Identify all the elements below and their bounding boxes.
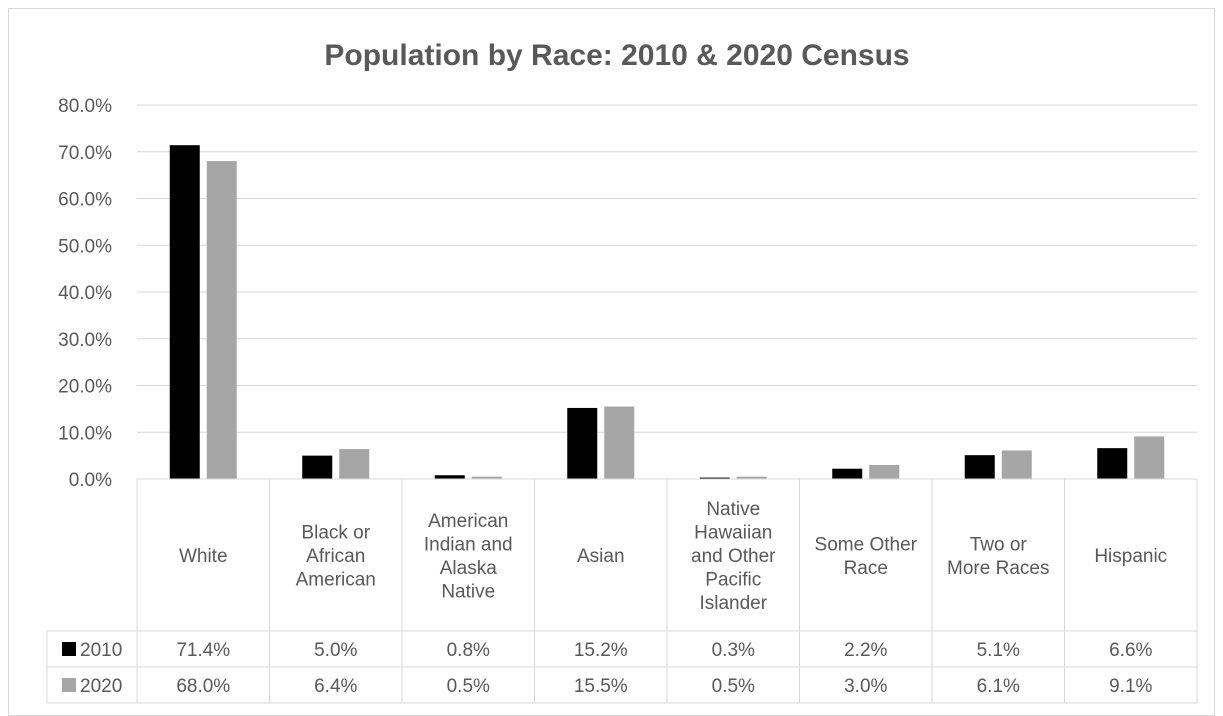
chart-title: Population by Race: 2010 & 2020 Census: [324, 39, 909, 72]
data-label-2020-6: 3.0%: [844, 676, 887, 697]
category-label-2: Black or African American: [296, 523, 376, 591]
bar-2020-3: [471, 476, 502, 479]
data-label-2010-4: 15.2%: [574, 640, 628, 661]
category-label-line: Hawaiian: [694, 523, 772, 544]
category-label-3: American Indian and Alaska Native: [424, 511, 513, 603]
y-tick-label: 20.0%: [58, 377, 112, 398]
data-label-2020-2: 6.4%: [314, 676, 357, 697]
data-label-2010-1: 71.4%: [176, 640, 230, 661]
y-tick-label: 40.0%: [58, 283, 112, 304]
y-tick-label: 80.0%: [58, 96, 112, 117]
y-tick-label: 50.0%: [58, 236, 112, 257]
category-label-line: Asian: [577, 546, 625, 567]
category-label-line: American: [296, 570, 376, 591]
bar-2010-1: [169, 145, 200, 479]
category-label-7: Two or More Races: [947, 534, 1049, 579]
category-label-line: and Other: [691, 546, 776, 567]
bar-2010-2: [302, 455, 333, 479]
category-label-4: Asian: [577, 546, 625, 567]
bar-2020-8: [1134, 436, 1165, 479]
category-label-line: Pacific: [705, 570, 761, 591]
bar-2010-4: [567, 407, 598, 479]
bar-2020-2: [339, 449, 370, 479]
y-tick-label: 70.0%: [58, 143, 112, 164]
data-label-2010-7: 5.1%: [977, 640, 1020, 661]
category-label-line: Black or: [301, 523, 370, 544]
bar-2010-3: [434, 475, 465, 479]
category-label-line: Alaska: [440, 558, 497, 579]
bar-2010-8: [1097, 448, 1128, 479]
category-label-line: Hispanic: [1094, 546, 1167, 567]
category-label-line: More Races: [947, 558, 1049, 579]
data-label-2020-5: 0.5%: [712, 676, 755, 697]
category-label-line: American: [428, 511, 508, 532]
category-label-5: Native Hawaiian and Other Pacific Islander: [691, 499, 776, 614]
category-label-line: African: [306, 546, 365, 567]
category-label-8: Hispanic: [1094, 546, 1167, 567]
category-label-line: Race: [844, 558, 888, 579]
category-label-line: Indian and: [424, 534, 513, 555]
category-label-1: White: [179, 546, 228, 567]
data-label-2020-8: 9.1%: [1109, 676, 1152, 697]
category-label-line: Some Other: [815, 534, 918, 555]
data-label-2010-3: 0.8%: [447, 640, 490, 661]
bar-2020-1: [206, 161, 237, 479]
y-tick-label: 30.0%: [58, 330, 112, 351]
legend-label-2020: 2020: [80, 676, 122, 697]
y-tick-label: 60.0%: [58, 190, 112, 211]
data-label-2010-8: 6.6%: [1109, 640, 1152, 661]
data-label-2020-3: 0.5%: [447, 676, 490, 697]
bar-2010-7: [964, 455, 995, 479]
category-label-line: Native: [706, 499, 760, 520]
bar-2020-6: [869, 464, 900, 479]
category-label-line: Native: [441, 581, 495, 602]
data-label-2010-5: 0.3%: [712, 640, 755, 661]
category-label-line: Islander: [699, 593, 767, 614]
bar-2020-7: [1001, 450, 1032, 479]
category-label-line: Two or: [970, 534, 1028, 555]
bar-2010-5: [699, 477, 730, 479]
legend-key-2010: [62, 642, 76, 656]
data-label-2020-1: 68.0%: [176, 676, 230, 697]
data-label-2020-7: 6.1%: [977, 676, 1020, 697]
y-tick-label: 0.0%: [69, 470, 112, 491]
bar-2020-5: [736, 476, 767, 479]
data-label-2020-4: 15.5%: [574, 676, 628, 697]
category-label-line: White: [179, 546, 228, 567]
data-label-2010-2: 5.0%: [314, 640, 357, 661]
category-label-6: Some Other Race: [815, 534, 918, 579]
legend-label-2010: 2010: [80, 640, 122, 661]
data-label-2010-6: 2.2%: [844, 640, 887, 661]
bar-2020-4: [604, 406, 635, 479]
y-tick-label: 10.0%: [58, 423, 112, 444]
bar-2010-6: [832, 468, 863, 479]
legend-key-2020: [62, 678, 76, 692]
